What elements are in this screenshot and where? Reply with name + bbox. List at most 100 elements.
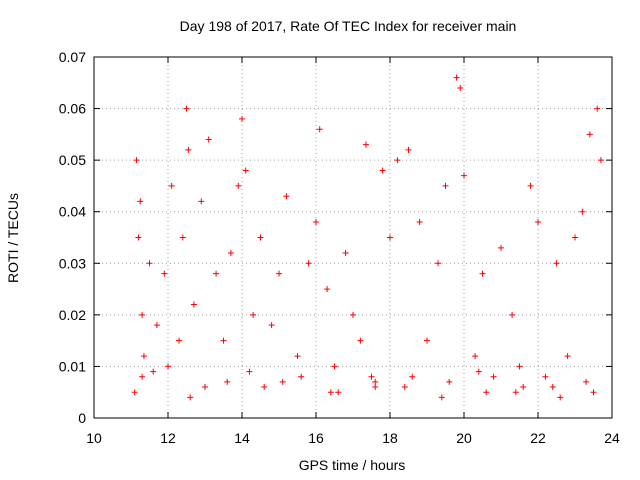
data-point [516, 363, 523, 370]
data-point [283, 193, 290, 200]
data-point [239, 115, 245, 122]
data-point [205, 136, 212, 143]
data-point [424, 337, 430, 344]
data-point [161, 270, 168, 277]
data-point [190, 301, 197, 308]
data-point [483, 389, 490, 396]
data-point [368, 373, 375, 380]
data-point [183, 105, 190, 112]
data-point [387, 234, 393, 241]
data-point [327, 389, 334, 396]
data-point [590, 389, 597, 396]
data-point [313, 219, 319, 226]
data-point [316, 126, 323, 133]
data-point [594, 105, 601, 112]
data-point [490, 373, 497, 380]
data-point [553, 260, 560, 267]
x-tick-label: 22 [530, 430, 546, 446]
data-point [379, 167, 386, 174]
data-point [350, 311, 356, 318]
data-point [261, 384, 268, 391]
data-point [198, 198, 205, 205]
data-point [394, 157, 401, 164]
data-point [131, 389, 138, 396]
y-tick-label: 0.07 [59, 49, 86, 65]
data-point [557, 394, 564, 401]
data-point [153, 322, 160, 329]
axis-ticks: 10 12 14 16 18 20 22 24 0 0.01 0.02 0.03 0.04 0.05 0.0… [59, 49, 620, 446]
data-point [250, 311, 257, 318]
data-point [572, 234, 578, 241]
data-point [435, 260, 442, 267]
data-point [227, 249, 234, 256]
data-point [535, 219, 541, 226]
chart-title: Day 198 of 2017, Rate Of TEC Index for r… [180, 18, 517, 34]
data-point [438, 394, 445, 401]
data-point [342, 249, 349, 256]
data-point [512, 389, 519, 396]
data-point [372, 378, 379, 385]
data-point [453, 74, 460, 81]
y-tick-label: 0.05 [59, 152, 86, 168]
data-point [472, 353, 479, 360]
y-tick-label: 0.04 [59, 204, 86, 220]
y-tick-label: 0 [78, 410, 86, 426]
data-point [461, 172, 467, 179]
x-tick-label: 18 [382, 430, 398, 446]
data-point [527, 182, 534, 189]
x-tick-label: 16 [308, 430, 324, 446]
data-point [549, 384, 556, 391]
data-point [579, 208, 586, 215]
y-tick-label: 0.06 [59, 101, 86, 117]
data-point [139, 311, 146, 318]
data-point [405, 146, 412, 153]
data-point [139, 373, 146, 380]
data-point [213, 270, 220, 277]
data-point [133, 157, 140, 164]
data-points [131, 74, 604, 401]
data-point [586, 131, 593, 138]
data-point [294, 353, 301, 360]
data-point [135, 234, 142, 241]
data-point [362, 141, 369, 148]
data-point [520, 384, 527, 391]
data-point [357, 337, 364, 344]
data-point [335, 389, 342, 396]
data-point [150, 368, 157, 375]
data-point [165, 363, 171, 370]
data-point [257, 234, 264, 241]
data-point [564, 353, 571, 360]
y-axis-label: ROTI / TECUs [5, 193, 21, 283]
data-point [185, 146, 192, 153]
x-tick-label: 20 [456, 430, 472, 446]
data-point [268, 322, 275, 329]
data-point [401, 384, 408, 391]
data-point [235, 182, 242, 189]
data-point [168, 182, 175, 189]
x-axis-label: GPS time / hours [299, 457, 406, 473]
data-point [324, 286, 331, 293]
plot-frame [93, 56, 613, 419]
x-tick-label: 12 [160, 430, 176, 446]
data-point [475, 368, 482, 375]
data-point [457, 84, 464, 91]
data-point [176, 337, 183, 344]
y-tick-label: 0.01 [59, 358, 86, 374]
data-point [242, 167, 249, 174]
data-point [372, 384, 379, 391]
data-point [597, 157, 604, 164]
data-point [140, 353, 147, 360]
data-point [409, 373, 416, 380]
x-tick-label: 24 [604, 430, 620, 446]
data-point [583, 378, 590, 385]
data-point [442, 182, 449, 189]
data-point [479, 270, 486, 277]
data-point [446, 378, 453, 385]
data-point [279, 378, 286, 385]
data-point [498, 244, 504, 251]
data-point [509, 311, 516, 318]
y-tick-label: 0.02 [59, 307, 86, 323]
data-point [146, 260, 153, 267]
